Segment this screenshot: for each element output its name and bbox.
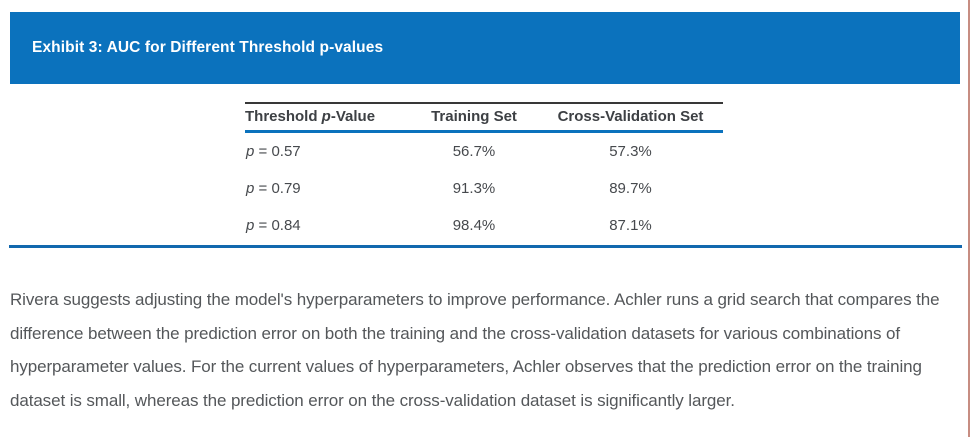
case-narrative-paragraph: Rivera suggests adjusting the model's hy… bbox=[10, 290, 940, 410]
threshold-equation: = 0.84 bbox=[254, 217, 301, 234]
training-set-cell: 56.7% bbox=[452, 143, 496, 160]
training-set-cell: 91.3% bbox=[452, 180, 496, 197]
threshold-header-p: p bbox=[321, 108, 331, 125]
table-row: p = 0.57 56.7% 57.3% bbox=[245, 132, 723, 171]
auc-table-header: Threshold p-Value Training Set Cross-Val… bbox=[245, 102, 723, 133]
column-header-threshold: Threshold p-Value bbox=[245, 102, 410, 133]
exhibit-header-bar: Exhibit 3: AUC for Different Threshold p… bbox=[10, 12, 960, 84]
cross-validation-cell: 57.3% bbox=[609, 143, 652, 160]
table-row: p = 0.84 98.4% 87.1% bbox=[245, 207, 723, 244]
training-set-cell: 98.4% bbox=[452, 217, 496, 234]
threshold-value-cell: p = 0.79 bbox=[245, 170, 410, 207]
cross-validation-cell: 89.7% bbox=[609, 180, 652, 197]
p-symbol: p bbox=[246, 143, 255, 160]
threshold-value-cell: p = 0.84 bbox=[245, 207, 410, 244]
table-header-row: Threshold p-Value Training Set Cross-Val… bbox=[245, 102, 723, 133]
page-right-border bbox=[968, 0, 970, 437]
threshold-equation: = 0.57 bbox=[254, 143, 301, 160]
column-header-training-set: Training Set bbox=[410, 102, 538, 133]
threshold-equation: = 0.79 bbox=[254, 180, 301, 197]
cross-validation-cell: 87.1% bbox=[609, 217, 652, 234]
threshold-header-prefix: Threshold bbox=[245, 108, 322, 125]
auc-table: Threshold p-Value Training Set Cross-Val… bbox=[245, 102, 723, 244]
threshold-value-cell: p = 0.57 bbox=[245, 132, 410, 171]
table-row: p = 0.79 91.3% 89.7% bbox=[245, 170, 723, 207]
exhibit-title: Exhibit 3: AUC for Different Threshold p… bbox=[32, 39, 384, 56]
p-symbol: p bbox=[246, 180, 255, 197]
threshold-header-suffix: -Value bbox=[330, 108, 376, 125]
p-symbol: p bbox=[246, 217, 255, 234]
section-divider-rule bbox=[9, 245, 962, 248]
auc-table-body: p = 0.57 56.7% 57.3% p = 0.79 91.3% 89.7… bbox=[245, 132, 723, 245]
column-header-cross-validation-set: Cross-Validation Set bbox=[538, 102, 723, 133]
